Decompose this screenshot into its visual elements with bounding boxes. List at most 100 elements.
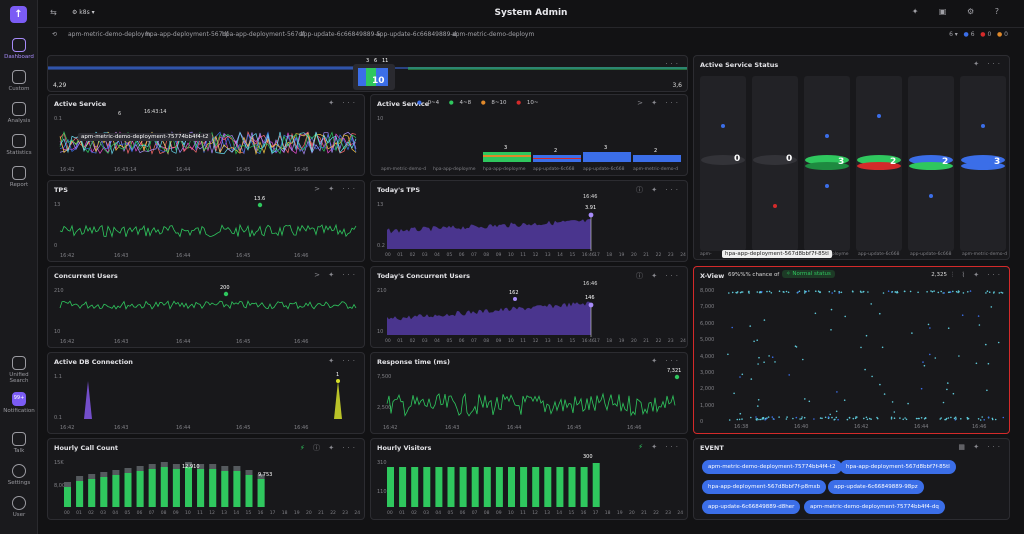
x-tick: 13 bbox=[544, 511, 551, 516]
transaction-dot bbox=[817, 290, 820, 292]
tab-2[interactable]: hpa-app-deployment-567df bbox=[222, 31, 305, 38]
current-label: 9,753 bbox=[258, 472, 273, 478]
transaction-dot bbox=[860, 346, 862, 349]
bar-label: 3 bbox=[604, 145, 608, 151]
bar bbox=[124, 473, 132, 507]
transaction-dot bbox=[957, 291, 959, 294]
layout-toggle-icon[interactable]: ⇆ bbox=[50, 8, 57, 17]
x-tick: 14 bbox=[557, 339, 563, 344]
strip-menu[interactable]: ··· bbox=[665, 60, 681, 68]
service-strip-panel: 4,29 3,6 3 6 11 10 ··· bbox=[47, 55, 688, 92]
transaction-dot bbox=[907, 402, 909, 405]
x-tick: 22 bbox=[655, 339, 662, 344]
y-tick: 5,000 bbox=[700, 337, 715, 344]
peak-dot bbox=[588, 212, 594, 218]
event-chip[interactable]: app-update-6c66849889-98pz bbox=[828, 480, 924, 494]
panel-title: Active Service bbox=[54, 100, 107, 108]
nav-talk[interactable]: Talk bbox=[0, 432, 38, 454]
x-tick: 02 bbox=[409, 253, 416, 258]
panel-controls[interactable]: > ✦ ··· bbox=[637, 99, 681, 107]
event-chip[interactable]: app-update-6c66849889-d8her bbox=[702, 500, 801, 514]
panel-controls[interactable]: ⫶ ⌇ ✦ ··· bbox=[951, 271, 1003, 279]
y-max: 310 bbox=[377, 460, 387, 466]
top-actions[interactable]: ✦ ▣ ⚙ ? bbox=[911, 7, 1008, 16]
x-tick: 19 bbox=[618, 339, 625, 344]
sidebar: ↑ Dashboard Custom Analysis Statistics R… bbox=[0, 0, 38, 534]
bar bbox=[556, 467, 564, 507]
panel-controls[interactable]: ✦ ··· bbox=[328, 99, 358, 107]
panel-controls[interactable]: ✦ ··· bbox=[973, 60, 1003, 68]
y-tick: 1,000 bbox=[700, 402, 715, 409]
transaction-dot bbox=[778, 290, 781, 292]
tooltip-value: 6 bbox=[118, 111, 122, 117]
nav-analysis[interactable]: Analysis bbox=[0, 102, 38, 124]
nav-report[interactable]: Report bbox=[0, 166, 38, 188]
cu-line bbox=[59, 300, 357, 310]
status-counts: 6 ▾ ● 6 ● 0 ● 0 bbox=[949, 31, 1008, 38]
transaction-dot bbox=[767, 416, 770, 418]
panel-controls[interactable]: ▦ ✦ ··· bbox=[958, 443, 1003, 451]
y-min: 0 bbox=[54, 243, 58, 249]
nav-statistics[interactable]: Statistics bbox=[0, 134, 38, 156]
transaction-dot bbox=[802, 358, 804, 361]
x-tick: 19 bbox=[616, 511, 623, 516]
tab-3[interactable]: app-update-6c66849889-5 bbox=[300, 31, 381, 38]
nav-custom[interactable]: Custom bbox=[0, 70, 38, 92]
x-tick: 03 bbox=[423, 511, 430, 516]
transaction-dot bbox=[985, 343, 987, 346]
panel-controls[interactable]: > ✦ ··· bbox=[314, 271, 358, 279]
x-tick: 12 bbox=[532, 511, 538, 516]
panel-controls[interactable]: ⚡ ✦ ··· bbox=[638, 443, 681, 451]
nav-settings[interactable]: Settings bbox=[0, 464, 38, 486]
xview-count: 2,325 bbox=[931, 272, 947, 278]
bar-label: 2 bbox=[654, 148, 658, 154]
x-tick: 23 bbox=[342, 511, 349, 516]
y-mid: 2,500 bbox=[377, 405, 392, 411]
transaction-dot bbox=[831, 292, 833, 294]
x-tick: 13 bbox=[221, 511, 228, 516]
tab-5[interactable]: apm-metric-demo-deploym bbox=[452, 31, 535, 38]
transaction-dot bbox=[929, 353, 931, 356]
event-chip[interactable]: hpa-app-deployment-567d8bbf7f-85tl bbox=[840, 460, 956, 474]
nav-unified-search[interactable]: Unified Search bbox=[0, 356, 38, 384]
event-chip[interactable]: apm-metric-demo-deployment-75774bb4f4-t2 bbox=[702, 460, 842, 474]
status-tooltip: hpa-app-deployment-567d8bbf7f-85tl bbox=[722, 250, 832, 258]
transaction-dot bbox=[890, 416, 893, 419]
x-tick: 24 bbox=[680, 253, 686, 258]
nav-dashboard[interactable]: Dashboard bbox=[0, 38, 38, 60]
transaction-dot bbox=[848, 416, 851, 419]
x-tick: 13 bbox=[544, 253, 551, 258]
panel-controls[interactable]: ✦ ··· bbox=[328, 357, 358, 365]
panel-controls[interactable]: ⓘ ✦ ··· bbox=[636, 186, 681, 194]
project-selector[interactable]: ⚙ k8s ▾ bbox=[72, 9, 95, 16]
transaction-dot bbox=[952, 290, 954, 293]
panel-controls[interactable]: ⓘ ✦ ··· bbox=[636, 272, 681, 280]
nav-notification[interactable]: 99+ Notification bbox=[0, 392, 38, 414]
transaction-dot bbox=[991, 417, 994, 420]
x-tick: 18 bbox=[604, 511, 611, 516]
peak-label: 3.91 bbox=[585, 205, 597, 211]
transaction-dot bbox=[756, 339, 758, 341]
transaction-dot bbox=[760, 290, 763, 293]
event-chip[interactable]: hpa-app-deployment-567d8bbf7f-p8mxb bbox=[702, 480, 827, 494]
transaction-dot bbox=[893, 411, 896, 413]
transaction-dot bbox=[955, 418, 957, 420]
tab-4[interactable]: app-update-6c66849889-d bbox=[376, 31, 457, 38]
transaction-dot bbox=[814, 312, 817, 315]
refresh-icon[interactable]: ⟲ bbox=[52, 31, 58, 38]
bar bbox=[88, 479, 96, 507]
transaction-dot bbox=[904, 417, 906, 419]
panel-controls[interactable]: ⚡ ⓘ ✦ ··· bbox=[299, 444, 358, 452]
tab-0[interactable]: apm-metric-demo-deploym bbox=[68, 31, 151, 38]
transaction-dot bbox=[933, 290, 935, 292]
bar bbox=[76, 481, 84, 507]
nav-user[interactable]: User bbox=[0, 496, 38, 518]
app-logo[interactable]: ↑ bbox=[10, 6, 27, 23]
transaction-dot bbox=[955, 290, 958, 293]
status-count: 2 bbox=[942, 157, 949, 167]
x-tick: 22 bbox=[655, 253, 662, 258]
tab-1[interactable]: hpa-app-deployment-567df bbox=[146, 31, 229, 38]
panel-controls[interactable]: > ✦ ··· bbox=[314, 185, 358, 193]
event-chip[interactable]: apm-metric-demo-deployment-75774bb4f4-dq bbox=[804, 500, 945, 514]
panel-controls[interactable]: ✦ ··· bbox=[651, 357, 681, 365]
